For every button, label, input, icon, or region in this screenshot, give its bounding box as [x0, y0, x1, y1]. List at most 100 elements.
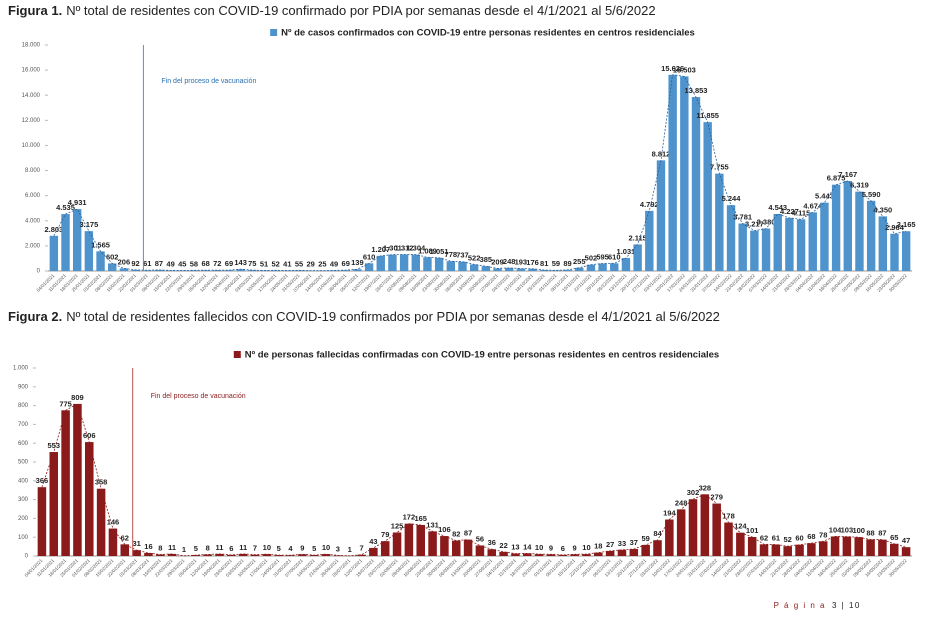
bar	[463, 539, 473, 556]
value-label: 255	[573, 257, 586, 266]
value-label: 84	[653, 529, 662, 538]
bar	[262, 554, 272, 556]
legend-swatch	[270, 29, 278, 36]
value-label: 1.207	[371, 245, 390, 254]
value-label: 206	[118, 257, 131, 266]
bar	[49, 452, 59, 556]
value-label: 81	[540, 259, 548, 268]
value-label: 5	[277, 544, 281, 553]
y-tick-label: 700	[18, 422, 29, 428]
value-label: 58	[190, 259, 198, 268]
value-label: 248	[675, 498, 688, 507]
figure-title: Nº total de residentes fallecidos con CO…	[66, 309, 720, 324]
value-label: 10	[535, 543, 543, 552]
bar	[353, 269, 362, 271]
value-label: 4.535	[56, 203, 75, 212]
bar	[376, 255, 385, 271]
bar	[523, 553, 532, 556]
bar	[598, 263, 607, 271]
bar	[842, 536, 852, 556]
figure-caption: Figura 2. Nº total de residentes fallecid…	[8, 309, 720, 324]
value-label: 302	[687, 488, 700, 497]
bar	[85, 442, 94, 556]
bar	[189, 270, 199, 271]
value-label: 3.781	[733, 213, 752, 222]
bar	[516, 268, 526, 271]
value-label: 29	[307, 260, 315, 269]
value-label: 2.964	[885, 223, 905, 232]
value-label: 8.812	[652, 149, 671, 158]
value-label: 82	[452, 530, 460, 539]
bar	[691, 97, 701, 271]
bar	[416, 524, 425, 556]
bar	[750, 230, 759, 271]
value-label: 172	[403, 513, 416, 522]
value-label: 7.755	[710, 163, 729, 172]
y-tick-label: 8.000	[25, 168, 41, 174]
bar	[238, 553, 248, 556]
bar	[712, 503, 721, 556]
value-label: 37	[630, 538, 638, 547]
figure-label: Figura 1.	[8, 3, 62, 18]
value-label: 328	[699, 483, 712, 492]
value-label: 4.543	[768, 203, 787, 212]
value-label: 75	[248, 259, 256, 268]
bar	[830, 536, 840, 556]
value-label: 45	[178, 259, 186, 268]
value-label: 366	[36, 476, 49, 485]
value-label: 385	[480, 255, 493, 264]
bar	[321, 554, 331, 556]
bar	[558, 554, 568, 556]
value-label: 78	[819, 530, 827, 539]
y-tick-label: 1.000	[13, 366, 29, 372]
value-label: 61	[143, 259, 151, 268]
bar	[575, 267, 584, 271]
bar	[294, 270, 304, 271]
bar	[298, 554, 307, 556]
bar	[738, 223, 747, 271]
value-label: 6	[561, 544, 565, 553]
bar	[656, 160, 666, 271]
bar	[440, 536, 449, 556]
bar	[475, 545, 485, 556]
bar	[154, 269, 164, 271]
bar	[364, 263, 374, 271]
legend-label: Nº de casos confirmados con COVID-19 ent…	[281, 28, 695, 39]
value-label: 8	[158, 543, 162, 552]
value-label: 3	[336, 544, 340, 553]
bar	[72, 209, 82, 271]
bar	[586, 264, 596, 271]
value-label: 165	[414, 514, 427, 523]
value-label: 6	[229, 544, 233, 553]
value-label: 59	[641, 534, 649, 543]
y-tick-label: 600	[18, 441, 29, 447]
legend-swatch	[233, 351, 241, 358]
y-tick-label: 18.000	[22, 43, 41, 49]
bar	[119, 268, 129, 271]
bar	[820, 202, 829, 271]
bar	[227, 554, 236, 556]
value-label: 279	[710, 493, 723, 502]
annotation-text: Fin del proceso de vacunación	[161, 78, 256, 85]
value-label: 4.792	[640, 200, 659, 209]
value-label: 3.217	[745, 220, 764, 229]
bar	[795, 544, 804, 556]
bar	[700, 494, 710, 556]
trend-line	[41, 403, 907, 557]
y-tick-label: 6.000	[25, 193, 41, 199]
value-label: 1.565	[91, 240, 110, 249]
bar	[546, 554, 556, 556]
bar	[201, 270, 210, 271]
value-label: 59	[552, 259, 560, 268]
y-tick-label: 16.000	[22, 68, 41, 74]
bar	[878, 539, 887, 556]
value-label: 7.167	[838, 170, 857, 179]
bar	[286, 555, 295, 556]
value-label: 610	[363, 252, 376, 261]
bar	[248, 270, 257, 271]
bar	[96, 251, 105, 271]
bar	[215, 553, 224, 556]
value-label: 4.674	[803, 201, 823, 210]
value-label: 33	[618, 539, 626, 548]
bar	[715, 173, 724, 271]
